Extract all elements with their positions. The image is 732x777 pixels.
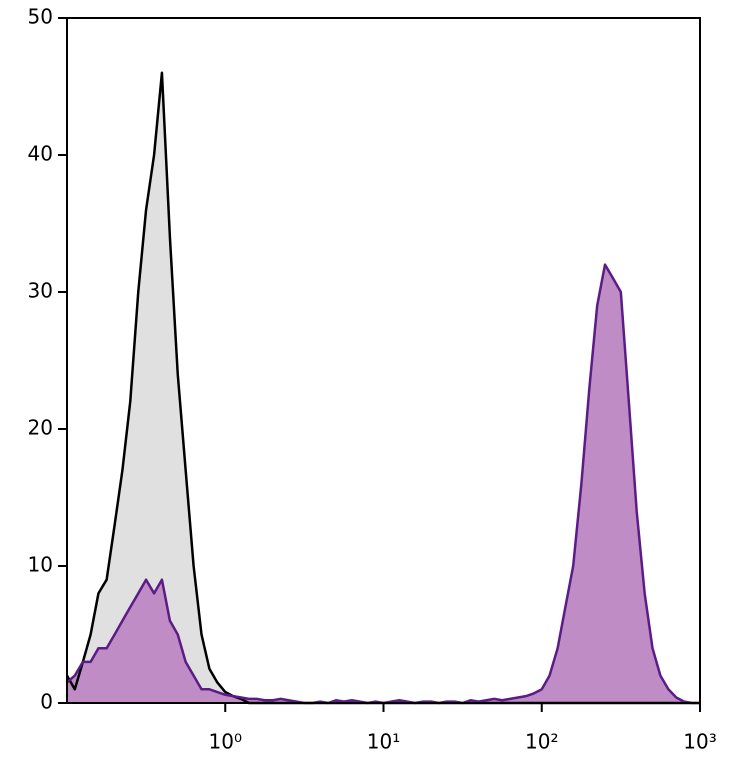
x-tick-label: 10² [525,730,558,754]
y-tick-label: 10 [28,553,53,577]
area-fill [67,264,700,703]
y-tick-label: 30 [28,279,53,303]
plot-frame [66,17,701,704]
y-tick-label: 50 [28,5,53,29]
x-tick-label: 10³ [683,730,716,754]
x-tick-label: 10¹ [367,730,400,754]
y-tick-label: 0 [40,690,53,714]
y-tick-label: 40 [28,142,53,166]
x-tick-label: 10⁰ [209,730,242,754]
y-tick-label: 20 [28,416,53,440]
